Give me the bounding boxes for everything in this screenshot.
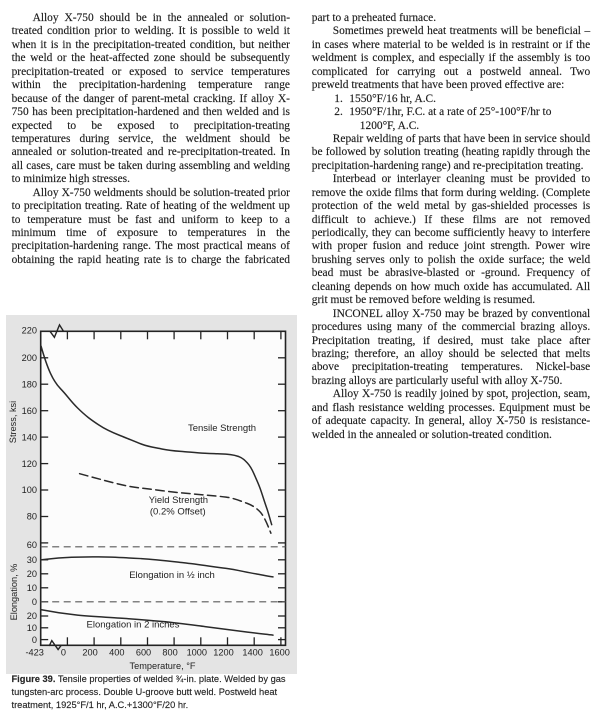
- svg-text:600: 600: [136, 648, 151, 658]
- svg-text:120: 120: [22, 459, 37, 469]
- svg-text:180: 180: [22, 379, 37, 389]
- svg-text:10: 10: [27, 583, 37, 593]
- svg-text:80: 80: [27, 512, 37, 522]
- svg-text:0: 0: [32, 635, 37, 645]
- svg-text:0: 0: [32, 597, 37, 607]
- svg-text:Elongation in ½ inch: Elongation in ½ inch: [129, 570, 215, 581]
- svg-text:220: 220: [22, 325, 37, 335]
- svg-text:1600: 1600: [269, 648, 289, 658]
- svg-text:30: 30: [27, 555, 37, 565]
- svg-text:Stress, ksi: Stress, ksi: [8, 401, 18, 443]
- svg-text:200: 200: [82, 648, 97, 658]
- svg-text:Yield Strength: Yield Strength: [149, 495, 208, 506]
- svg-text:1000: 1000: [187, 648, 207, 658]
- svg-text:Tensile Strength: Tensile Strength: [188, 423, 256, 434]
- svg-text:140: 140: [22, 432, 37, 442]
- svg-text:100: 100: [22, 485, 37, 495]
- svg-text:Elongation in 2 inches: Elongation in 2 inches: [87, 620, 180, 631]
- svg-text:-423: -423: [26, 648, 44, 658]
- svg-text:400: 400: [109, 648, 124, 658]
- svg-text:0: 0: [61, 648, 66, 658]
- svg-text:1400: 1400: [242, 648, 262, 658]
- svg-text:(0.2% Offset): (0.2% Offset): [150, 506, 206, 517]
- svg-text:10: 10: [27, 623, 37, 633]
- svg-text:20: 20: [27, 611, 37, 621]
- svg-text:Elongation, %: Elongation, %: [9, 564, 19, 621]
- svg-text:160: 160: [22, 406, 37, 416]
- svg-text:800: 800: [162, 648, 177, 658]
- svg-text:1200: 1200: [213, 648, 233, 658]
- svg-text:20: 20: [27, 569, 37, 579]
- svg-text:200: 200: [22, 353, 37, 363]
- svg-text:60: 60: [27, 540, 37, 550]
- svg-text:Temperature, °F: Temperature, °F: [130, 661, 196, 671]
